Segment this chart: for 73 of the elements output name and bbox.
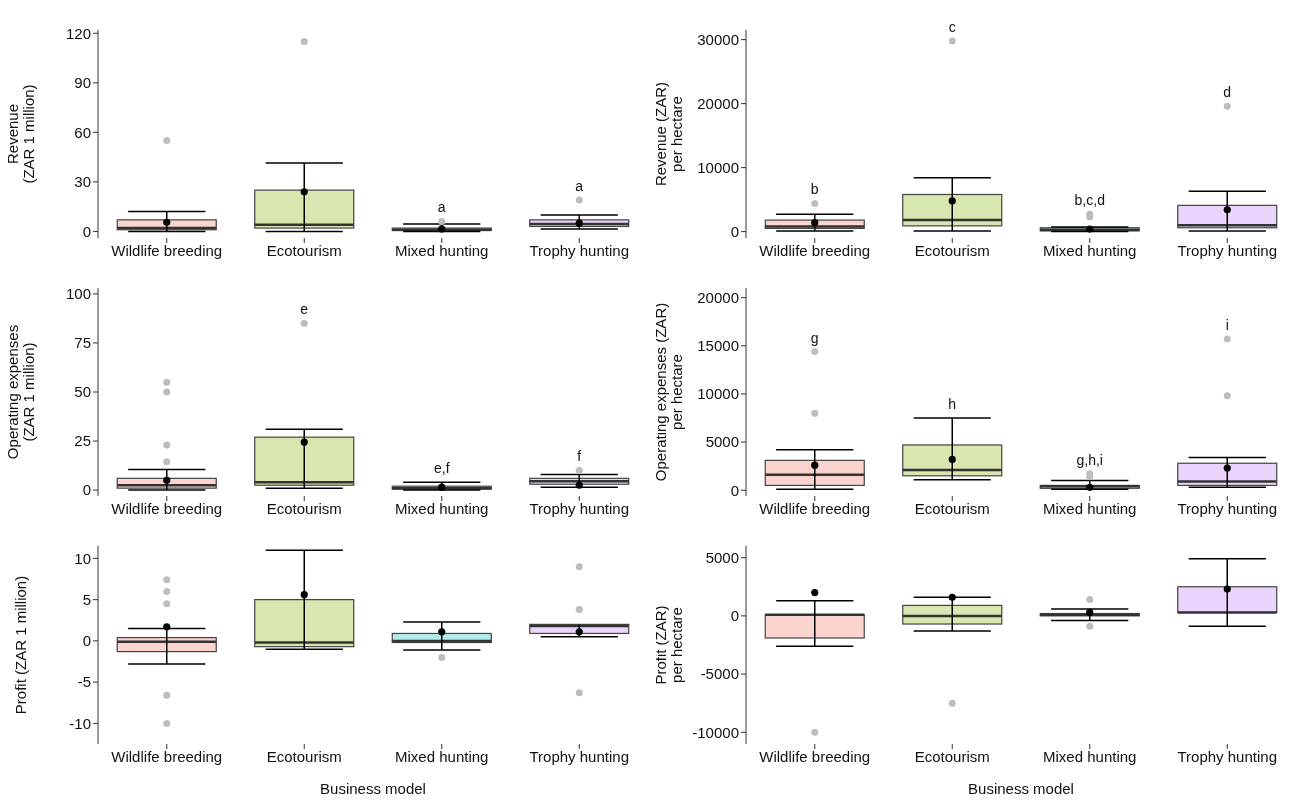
x-tick-label: Mixed hunting xyxy=(395,241,489,259)
annotation: f xyxy=(577,448,582,465)
y-tick-label: 30 xyxy=(74,173,91,191)
y-tick-label: 5000 xyxy=(705,548,739,566)
y-axis-title: Revenue (ZAR 1 million) xyxy=(4,84,37,184)
y-axis-title: Operating expenses (ZAR 1 million) xyxy=(4,324,37,460)
y-tick-label: 0 xyxy=(82,222,91,240)
x-tick-label: Wildlife breeding xyxy=(111,747,223,765)
annotation: e,f xyxy=(433,460,450,477)
y-axis-title: Profit (ZAR 1 million) xyxy=(12,575,29,715)
y-axis-title: Profit (ZAR) per hectare xyxy=(652,605,685,685)
y-tick-label: 120 xyxy=(65,24,91,42)
annotation: a xyxy=(575,178,584,195)
x-tick-label: Ecotourism xyxy=(914,499,990,517)
x-tick-label: Trophy hunting xyxy=(529,747,630,765)
y-tick-label: -10 xyxy=(69,714,91,732)
x-axis-title: Business model xyxy=(968,780,1074,797)
y-tick-label: -5000 xyxy=(700,665,739,683)
annotation: g xyxy=(810,329,819,346)
x-tick-label: Ecotourism xyxy=(266,499,342,517)
y-tick-label: 0 xyxy=(730,607,739,625)
y-tick-label: 30000 xyxy=(697,30,739,48)
x-tick-label: Mixed hunting xyxy=(1043,241,1137,259)
x-axis-title: Business model xyxy=(320,780,426,797)
y-tick-label: 10000 xyxy=(697,158,739,176)
y-tick-label: 50 xyxy=(74,383,91,401)
annotation: g,h,i xyxy=(1076,451,1103,468)
x-tick-label: Wildlife breeding xyxy=(759,499,871,517)
x-tick-label: Mixed hunting xyxy=(395,747,489,765)
y-tick-label: -5 xyxy=(77,673,91,691)
x-tick-label: Wildlife breeding xyxy=(759,241,871,259)
annotation: c xyxy=(948,18,956,35)
x-tick-label: Ecotourism xyxy=(266,747,342,765)
x-tick-label: Ecotourism xyxy=(914,747,990,765)
y-tick-label: 20000 xyxy=(697,94,739,112)
y-tick-label: 15000 xyxy=(697,337,739,355)
x-tick-label: Mixed hunting xyxy=(1043,747,1137,765)
x-tick-label: Wildlife breeding xyxy=(111,499,223,517)
x-tick-label: Ecotourism xyxy=(914,241,990,259)
y-tick-label: 100 xyxy=(65,285,91,303)
y-tick-label: 0 xyxy=(82,481,91,499)
y-axis-title: Operating expenses (ZAR) per hectare xyxy=(652,302,685,482)
y-tick-label: 20000 xyxy=(697,288,739,306)
annotation: h xyxy=(948,396,957,412)
y-tick-label: 75 xyxy=(74,334,91,352)
y-tick-label: 0 xyxy=(82,632,91,650)
x-tick-label: Wildlife breeding xyxy=(111,241,223,259)
x-tick-label: Wildlife breeding xyxy=(759,747,871,765)
y-tick-label: 5000 xyxy=(705,433,739,451)
y-tick-label: -10000 xyxy=(692,723,739,741)
y-tick-label: 5 xyxy=(82,590,91,608)
x-tick-label: Ecotourism xyxy=(266,241,342,259)
annotation: b,c,d xyxy=(1074,192,1105,209)
y-tick-label: 0 xyxy=(730,222,739,240)
y-tick-label: 0 xyxy=(730,481,739,499)
x-tick-label: Trophy hunting xyxy=(529,241,630,259)
y-axis-title: Revenue (ZAR) per hectare xyxy=(652,81,685,187)
y-tick-label: 10000 xyxy=(697,385,739,403)
annotation: a xyxy=(437,199,446,216)
annotation: d xyxy=(1223,84,1232,101)
annotation: b xyxy=(810,181,819,198)
x-tick-label: Mixed hunting xyxy=(395,499,489,517)
x-tick-label: Trophy hunting xyxy=(1177,747,1278,765)
annotation: e xyxy=(300,301,309,318)
y-tick-label: 60 xyxy=(74,123,91,141)
x-tick-label: Trophy hunting xyxy=(1177,499,1278,517)
y-tick-label: 25 xyxy=(74,432,91,450)
x-tick-label: Trophy hunting xyxy=(529,499,630,517)
y-tick-label: 10 xyxy=(74,549,91,567)
y-tick-label: 90 xyxy=(74,74,91,92)
annotation: i xyxy=(1225,317,1229,334)
x-tick-label: Mixed hunting xyxy=(1043,499,1137,517)
x-tick-label: Trophy hunting xyxy=(1177,241,1278,259)
